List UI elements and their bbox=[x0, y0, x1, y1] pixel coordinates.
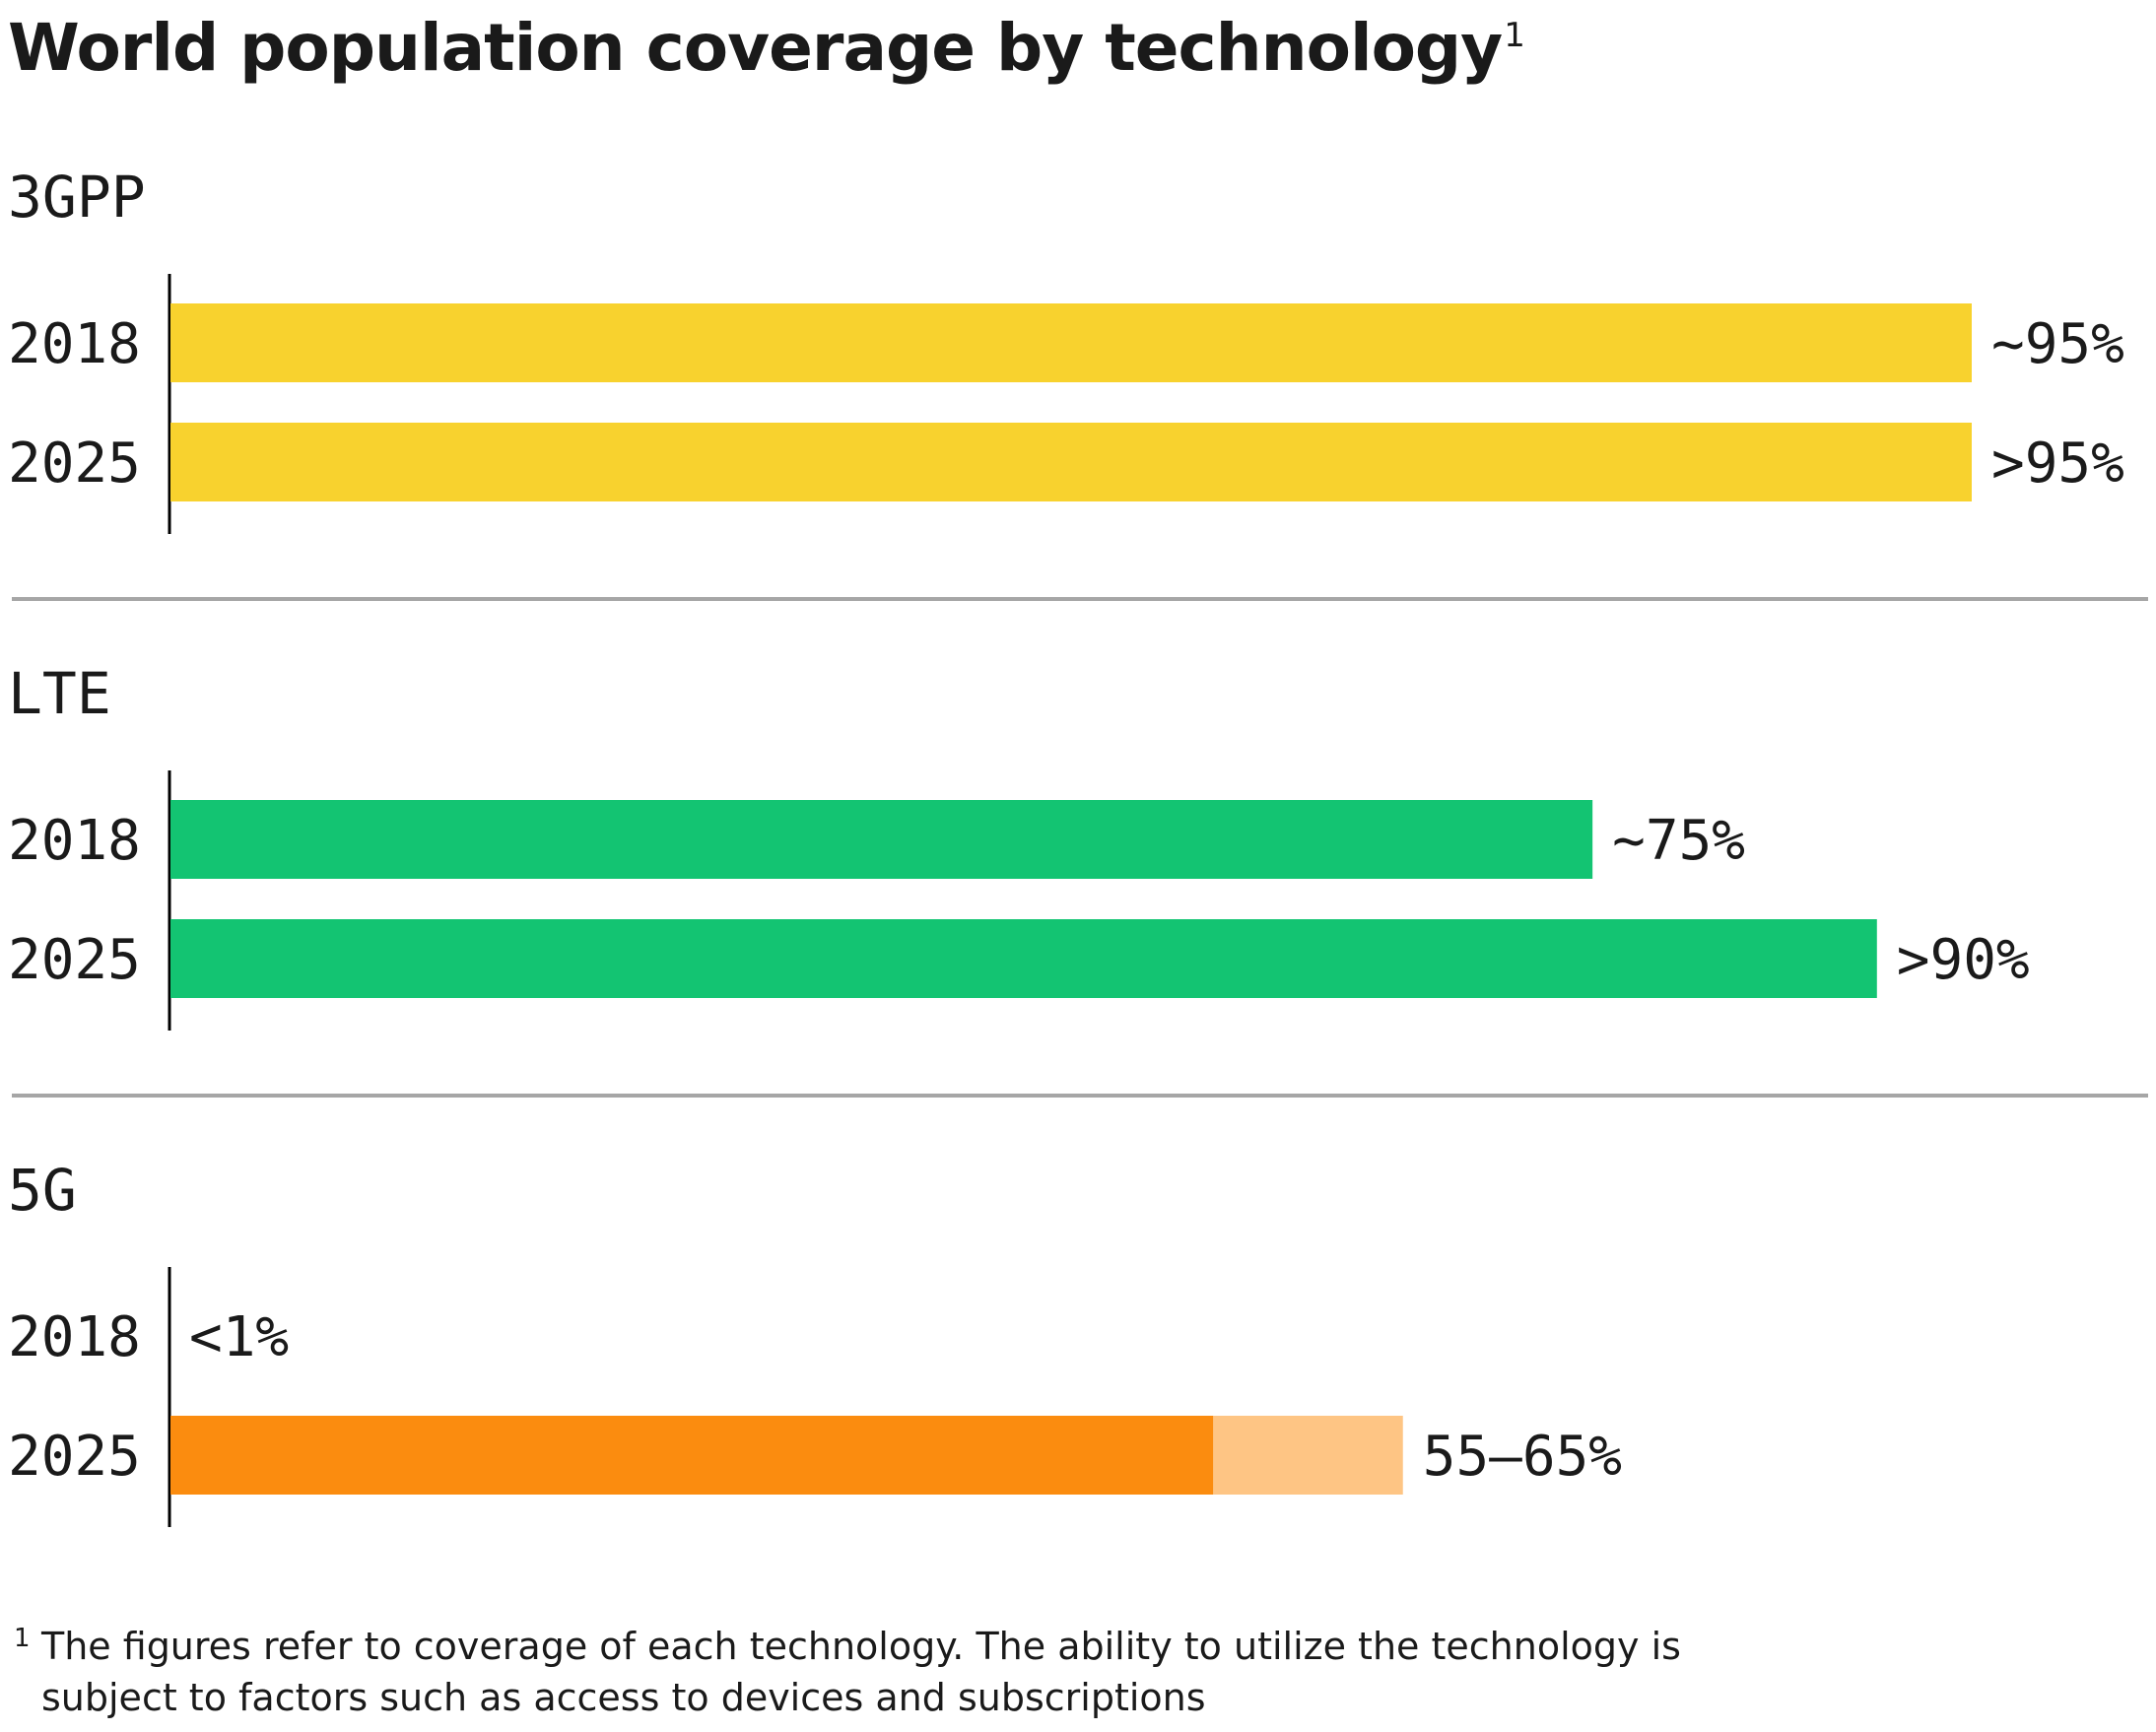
year-label-3gpp-2018: 2018 bbox=[8, 312, 141, 376]
year-label-lte-2018: 2018 bbox=[8, 809, 141, 873]
bar-5g-2025 bbox=[170, 1416, 1214, 1495]
value-label-lte-2025: >90% bbox=[1897, 928, 2030, 992]
year-label-lte-2025: 2025 bbox=[8, 928, 141, 992]
bar-lte-2025 bbox=[170, 919, 1877, 998]
group-label-3gpp: 3GPP bbox=[8, 164, 146, 231]
year-label-5g-2018: 2018 bbox=[8, 1305, 141, 1369]
value-label-5g-2018: <1% bbox=[189, 1305, 289, 1369]
bar-range-5g-2025 bbox=[1213, 1416, 1403, 1495]
group-label-lte: LTE bbox=[8, 660, 111, 727]
value-label-3gpp-2018: ~95% bbox=[1991, 312, 2124, 376]
chart-area: 3GPP 2018 ~95% 2025 >95% LTE 2018 ~75% 2025 >90% 5… bbox=[8, 164, 2148, 1527]
bar-3gpp-2025 bbox=[170, 423, 1972, 501]
footnote-mark: 1 bbox=[14, 1624, 31, 1653]
footnote-text: The figures refer to coverage of each te… bbox=[41, 1625, 1681, 1719]
bar-lte-2018 bbox=[170, 800, 1593, 879]
group-label-5g: 5G bbox=[8, 1157, 77, 1224]
year-label-5g-2025: 2025 bbox=[8, 1425, 141, 1489]
value-label-5g-2025: 55–65% bbox=[1423, 1425, 1622, 1489]
bar-3gpp-2018 bbox=[170, 303, 1972, 382]
chart-title: World population coverage by technology1 bbox=[8, 10, 1525, 86]
chart-title-text: World population coverage by technology bbox=[8, 10, 1503, 86]
value-label-lte-2018: ~75% bbox=[1612, 809, 1745, 873]
year-label-3gpp-2025: 2025 bbox=[8, 432, 141, 496]
title-footnote-mark: 1 bbox=[1504, 16, 1525, 55]
value-label-3gpp-2025: >95% bbox=[1991, 432, 2124, 496]
footnote: 1 The figures refer to coverage of each … bbox=[14, 1621, 1787, 1723]
